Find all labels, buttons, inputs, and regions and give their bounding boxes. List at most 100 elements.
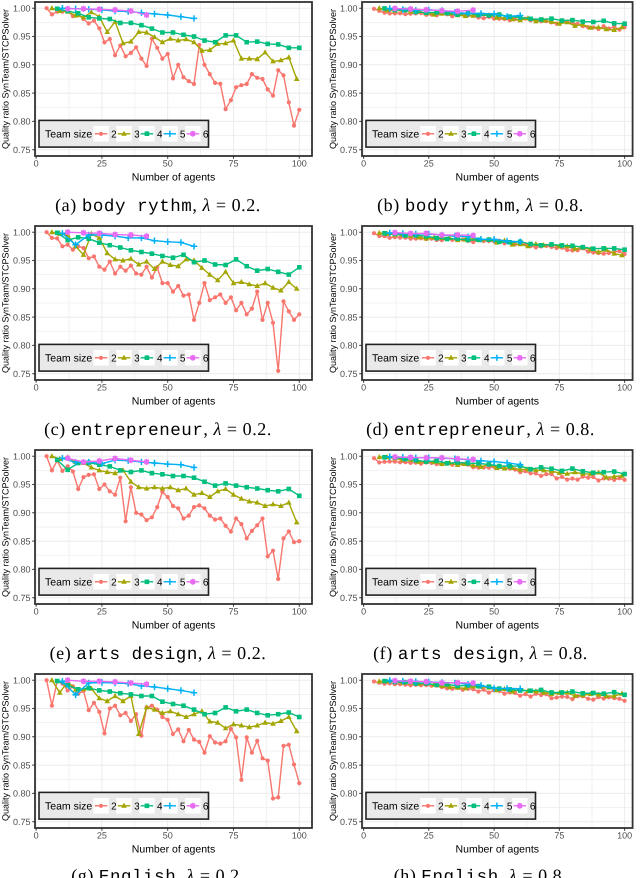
svg-text:0.85: 0.85 (340, 760, 358, 770)
svg-text:50: 50 (489, 831, 499, 841)
svg-text:0.90: 0.90 (340, 60, 358, 70)
svg-text:0.75: 0.75 (340, 145, 358, 155)
svg-text:0.85: 0.85 (13, 312, 31, 322)
svg-text:0.90: 0.90 (13, 508, 31, 518)
svg-text:2: 2 (111, 129, 117, 140)
svg-text:100: 100 (617, 831, 632, 841)
svg-text:0.85: 0.85 (13, 536, 31, 546)
svg-text:0: 0 (34, 607, 39, 617)
svg-text:0.80: 0.80 (13, 789, 31, 799)
svg-text:50: 50 (489, 607, 499, 617)
svg-text:0: 0 (34, 383, 39, 393)
svg-text:0.85: 0.85 (13, 88, 31, 98)
svg-text:Team size: Team size (45, 353, 92, 365)
svg-text:0.75: 0.75 (340, 593, 358, 603)
svg-text:25: 25 (424, 383, 434, 393)
svg-text:75: 75 (554, 159, 564, 169)
svg-text:4: 4 (157, 801, 163, 812)
svg-text:Quality ratio SynTeam/STCPSolv: Quality ratio SynTeam/STCPSolver (328, 233, 338, 373)
svg-text:3: 3 (461, 353, 467, 364)
svg-text:3: 3 (134, 353, 140, 364)
svg-text:0: 0 (34, 159, 39, 169)
svg-text:0.95: 0.95 (340, 480, 358, 490)
svg-text:0: 0 (361, 383, 366, 393)
svg-text:Number of agents: Number of agents (132, 620, 215, 632)
svg-text:Team size: Team size (372, 353, 419, 365)
svg-text:0.95: 0.95 (13, 256, 31, 266)
svg-text:75: 75 (228, 383, 238, 393)
svg-text:Team size: Team size (45, 801, 92, 813)
svg-text:0.85: 0.85 (340, 312, 358, 322)
svg-text:Quality ratio SynTeam/STCPSolv: Quality ratio SynTeam/STCPSolver (1, 681, 11, 821)
svg-text:5: 5 (180, 353, 186, 364)
svg-text:6: 6 (203, 129, 209, 140)
svg-text:25: 25 (97, 831, 107, 841)
svg-text:5: 5 (180, 801, 186, 812)
svg-text:0.75: 0.75 (340, 369, 358, 379)
svg-text:Team size: Team size (45, 129, 92, 141)
svg-text:0.90: 0.90 (340, 508, 358, 518)
svg-text:5: 5 (507, 801, 513, 812)
svg-text:Number of agents: Number of agents (132, 172, 215, 184)
svg-text:100: 100 (292, 607, 307, 617)
svg-text:0: 0 (361, 607, 366, 617)
svg-text:4: 4 (484, 129, 490, 140)
svg-text:(a) body rythm, λ = 0.2.: (a) body rythm, λ = 0.2. (55, 195, 261, 217)
svg-text:Quality ratio SynTeam/STCPSolv: Quality ratio SynTeam/STCPSolver (328, 9, 338, 149)
svg-text:1.00: 1.00 (340, 3, 358, 13)
svg-text:5: 5 (507, 353, 513, 364)
svg-text:4: 4 (157, 129, 163, 140)
svg-text:6: 6 (530, 801, 536, 812)
svg-text:1.00: 1.00 (13, 227, 31, 237)
svg-text:0: 0 (361, 159, 366, 169)
svg-text:6: 6 (530, 353, 536, 364)
svg-text:0.75: 0.75 (13, 369, 31, 379)
svg-text:3: 3 (134, 129, 140, 140)
svg-text:100: 100 (292, 383, 307, 393)
svg-text:Quality ratio SynTeam/STCPSolv: Quality ratio SynTeam/STCPSolver (1, 9, 11, 149)
svg-text:0: 0 (361, 831, 366, 841)
svg-text:5: 5 (507, 129, 513, 140)
svg-text:Number of agents: Number of agents (456, 172, 539, 184)
svg-text:25: 25 (97, 383, 107, 393)
svg-text:0.95: 0.95 (13, 480, 31, 490)
svg-text:0.95: 0.95 (340, 256, 358, 266)
svg-text:4: 4 (157, 353, 163, 364)
svg-text:4: 4 (484, 577, 490, 588)
svg-text:0: 0 (34, 831, 39, 841)
svg-text:0.90: 0.90 (340, 732, 358, 742)
svg-text:3: 3 (134, 577, 140, 588)
svg-text:0.90: 0.90 (13, 60, 31, 70)
svg-text:(h) English, λ = 0.8.: (h) English, λ = 0.8. (394, 866, 568, 878)
svg-text:100: 100 (617, 159, 632, 169)
svg-text:0.90: 0.90 (13, 732, 31, 742)
svg-text:6: 6 (203, 801, 209, 812)
svg-text:50: 50 (489, 159, 499, 169)
svg-text:2: 2 (438, 801, 444, 812)
svg-text:75: 75 (228, 831, 238, 841)
svg-text:Quality ratio SynTeam/STCPSolv: Quality ratio SynTeam/STCPSolver (1, 457, 11, 597)
svg-text:25: 25 (97, 159, 107, 169)
svg-text:Team size: Team size (372, 577, 419, 589)
svg-text:Number of agents: Number of agents (456, 844, 539, 856)
svg-text:0.75: 0.75 (13, 593, 31, 603)
svg-text:0.90: 0.90 (340, 284, 358, 294)
svg-text:4: 4 (484, 353, 490, 364)
svg-text:Quality ratio SynTeam/STCPSolv: Quality ratio SynTeam/STCPSolver (328, 681, 338, 821)
svg-text:100: 100 (292, 159, 307, 169)
svg-text:0.90: 0.90 (13, 284, 31, 294)
svg-text:0.80: 0.80 (340, 789, 358, 799)
svg-text:0.75: 0.75 (13, 145, 31, 155)
svg-text:75: 75 (228, 607, 238, 617)
svg-text:75: 75 (228, 159, 238, 169)
svg-text:2: 2 (438, 577, 444, 588)
svg-text:75: 75 (554, 831, 564, 841)
svg-text:(d) entrepreneur, λ = 0.8.: (d) entrepreneur, λ = 0.8. (366, 419, 595, 441)
svg-text:2: 2 (438, 129, 444, 140)
svg-text:0.95: 0.95 (340, 32, 358, 42)
svg-text:1.00: 1.00 (340, 451, 358, 461)
svg-text:0.80: 0.80 (13, 341, 31, 351)
svg-text:0.80: 0.80 (340, 117, 358, 127)
svg-text:75: 75 (554, 383, 564, 393)
svg-text:3: 3 (134, 801, 140, 812)
